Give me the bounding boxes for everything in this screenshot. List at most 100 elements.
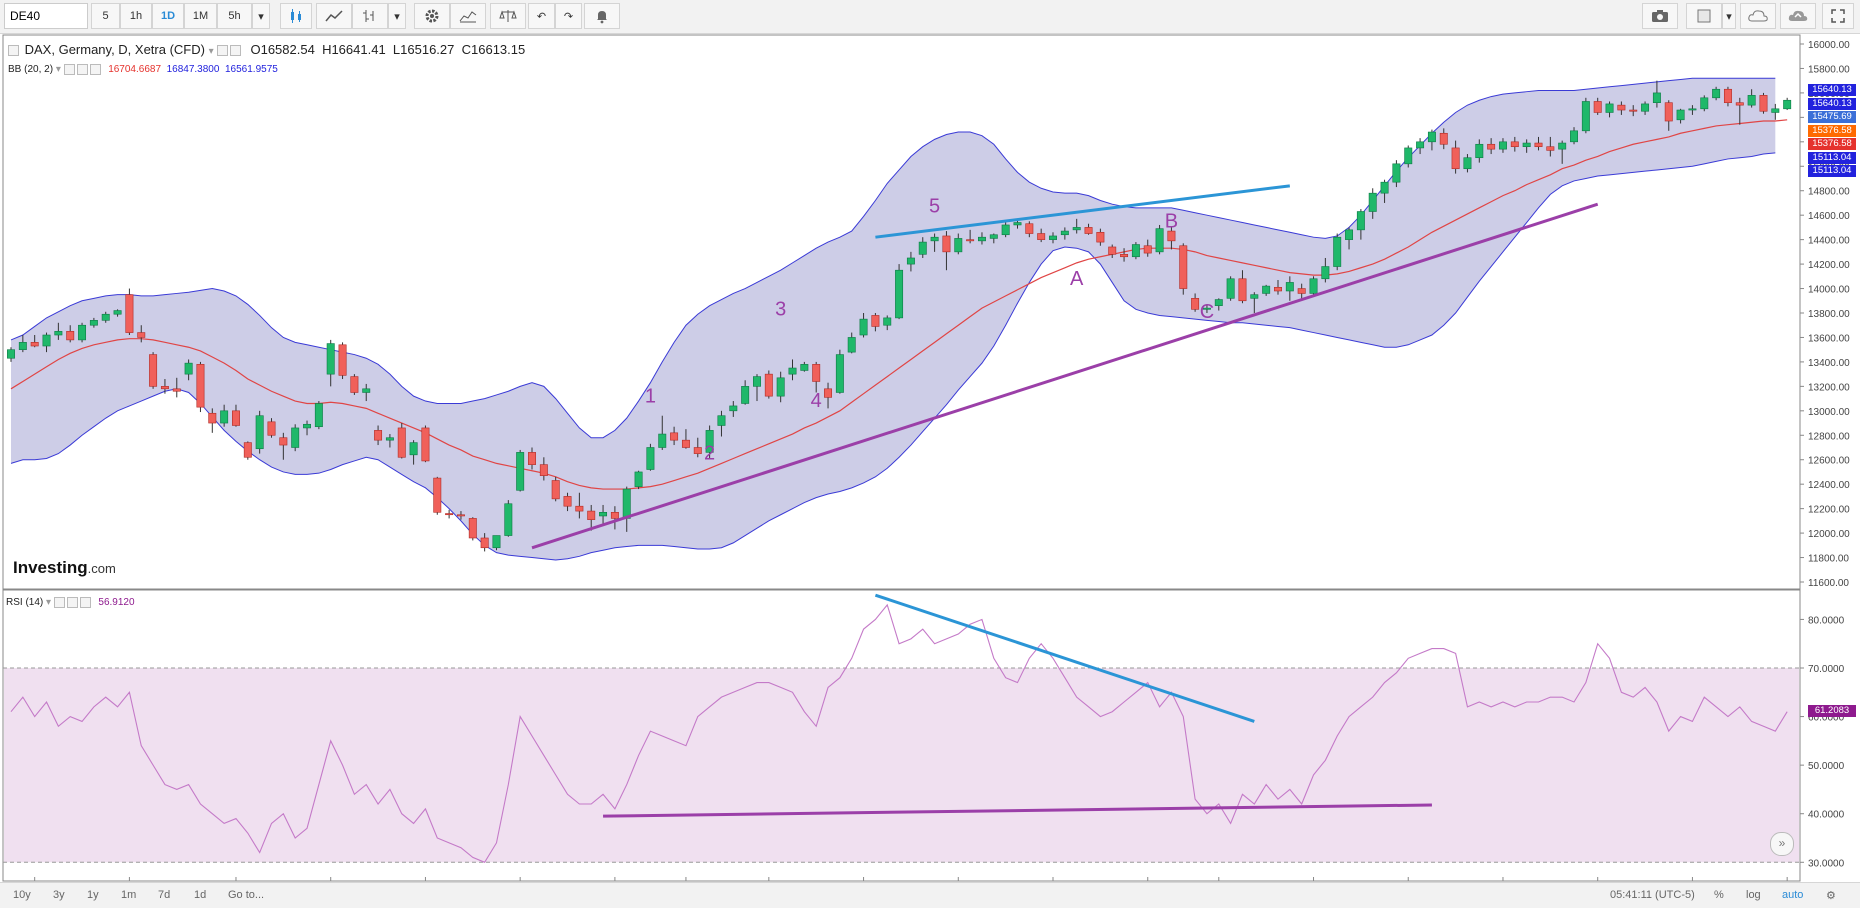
candle bbox=[1202, 304, 1211, 313]
range-1m[interactable]: 1m bbox=[121, 889, 137, 901]
scroll-to-latest-icon[interactable]: » bbox=[1770, 832, 1794, 856]
symbol-input[interactable] bbox=[4, 3, 88, 29]
logo-text: Investing bbox=[13, 558, 88, 577]
candle bbox=[1060, 227, 1069, 240]
candle-body bbox=[172, 388, 181, 392]
interval-5[interactable]: 5 bbox=[91, 3, 120, 29]
candle bbox=[788, 359, 797, 381]
chart-area[interactable]: 16000.0015800.0015600.0015400.0015200.00… bbox=[0, 34, 1860, 897]
fullscreen-icon[interactable] bbox=[1822, 3, 1854, 29]
settings-gear-icon[interactable]: ⚙ bbox=[1826, 890, 1836, 902]
rsi-close-icon[interactable] bbox=[79, 597, 91, 608]
candle bbox=[1759, 92, 1768, 114]
bars-icon[interactable] bbox=[352, 3, 388, 29]
cloud-load-icon[interactable] bbox=[1740, 3, 1776, 29]
bb-close-icon[interactable] bbox=[89, 64, 101, 75]
candle bbox=[1499, 138, 1507, 153]
line-chart-icon[interactable] bbox=[316, 3, 352, 29]
layout-icon[interactable] bbox=[1686, 3, 1722, 29]
chart-type-dropdown-icon[interactable]: ▾ bbox=[388, 3, 406, 29]
candle-body bbox=[1167, 230, 1176, 242]
bb-settings-icon[interactable] bbox=[76, 64, 88, 75]
range-10y[interactable]: 10y bbox=[13, 889, 31, 901]
candle bbox=[1475, 139, 1484, 163]
candle-body bbox=[362, 388, 371, 393]
candle-body bbox=[1747, 95, 1756, 106]
interval-1h[interactable]: 1h bbox=[120, 3, 152, 29]
interval-1d[interactable]: 1D bbox=[152, 3, 184, 29]
candle bbox=[753, 374, 761, 402]
auto-toggle[interactable]: auto bbox=[1782, 889, 1804, 901]
candle-body bbox=[1641, 103, 1650, 112]
candle-body bbox=[232, 410, 240, 426]
undo-icon[interactable]: ↶ bbox=[528, 3, 555, 29]
compare-icon[interactable] bbox=[490, 3, 526, 29]
goto-button[interactable]: Go to... bbox=[228, 889, 265, 901]
bb-label: BB (20, 2) bbox=[8, 64, 54, 76]
camera-icon[interactable] bbox=[1642, 3, 1678, 29]
alert-bell-icon[interactable] bbox=[584, 3, 620, 29]
log-toggle[interactable]: log bbox=[1746, 889, 1761, 901]
candle bbox=[433, 476, 442, 515]
candle bbox=[918, 237, 927, 258]
candle bbox=[1001, 220, 1010, 238]
rsi-dropdown-icon[interactable]: ▾ bbox=[46, 597, 52, 609]
candle bbox=[1771, 103, 1780, 120]
candle-body bbox=[504, 503, 513, 536]
percent-toggle[interactable]: % bbox=[1714, 889, 1724, 901]
range-1y[interactable]: 1y bbox=[87, 889, 99, 901]
candle bbox=[1084, 223, 1093, 235]
indicators-icon[interactable] bbox=[450, 3, 486, 29]
interval-dropdown-icon[interactable]: ▾ bbox=[252, 3, 270, 29]
candles-icon[interactable] bbox=[280, 3, 312, 29]
rsi-settings-icon[interactable] bbox=[66, 597, 78, 608]
candle-body bbox=[1475, 143, 1484, 159]
candle bbox=[1652, 80, 1661, 108]
price-tick-label: 13200.00 bbox=[1808, 382, 1850, 393]
candle bbox=[859, 313, 868, 338]
layout-dropdown-icon[interactable]: ▾ bbox=[1722, 3, 1736, 29]
bb-dropdown-icon[interactable]: ▾ bbox=[55, 64, 61, 76]
title-dropdown-icon[interactable]: ▾ bbox=[208, 46, 214, 57]
candle-body bbox=[421, 427, 430, 462]
candle bbox=[1321, 257, 1330, 283]
candle bbox=[1072, 218, 1081, 234]
price-tick-label: 12800.00 bbox=[1808, 431, 1850, 442]
range-7d[interactable]: 7d bbox=[158, 889, 171, 901]
candle bbox=[741, 380, 750, 405]
range-1d[interactable]: 1d bbox=[194, 889, 207, 901]
cloud-save-icon[interactable] bbox=[1780, 3, 1816, 29]
candle bbox=[705, 425, 714, 459]
rsi-eye-icon[interactable] bbox=[53, 597, 65, 608]
interval-5h[interactable]: 5h bbox=[217, 3, 252, 29]
candle bbox=[374, 425, 383, 446]
candle bbox=[800, 361, 809, 372]
candle bbox=[1143, 239, 1152, 257]
candle-body bbox=[1593, 101, 1602, 113]
interval-1m[interactable]: 1M bbox=[184, 3, 217, 29]
settings-small-icon[interactable] bbox=[230, 45, 242, 57]
candle bbox=[895, 264, 904, 320]
bb-eye-icon[interactable] bbox=[63, 64, 75, 75]
candle bbox=[599, 504, 608, 526]
chart-canvas[interactable]: 16000.0015800.0015600.0015400.0015200.00… bbox=[0, 34, 1860, 897]
candle bbox=[930, 233, 939, 252]
gear-icon[interactable] bbox=[414, 3, 450, 29]
eye-icon[interactable] bbox=[217, 45, 229, 57]
candle-body bbox=[1570, 130, 1578, 143]
candle bbox=[480, 533, 489, 552]
range-3y[interactable]: 3y bbox=[53, 889, 65, 901]
price-tick-label: 11600.00 bbox=[1808, 578, 1849, 589]
candle bbox=[906, 251, 915, 272]
candle-body bbox=[30, 342, 39, 347]
candle-body bbox=[1522, 142, 1531, 148]
candle bbox=[1676, 108, 1685, 124]
candle bbox=[1510, 136, 1519, 152]
candle bbox=[551, 476, 560, 502]
candle bbox=[42, 332, 51, 353]
candle-body bbox=[1202, 307, 1211, 310]
price-tick-label: 14000.00 bbox=[1808, 285, 1850, 296]
collapse-icon[interactable] bbox=[8, 45, 19, 57]
redo-icon[interactable]: ↷ bbox=[555, 3, 582, 29]
wave-label: B bbox=[1165, 210, 1178, 232]
